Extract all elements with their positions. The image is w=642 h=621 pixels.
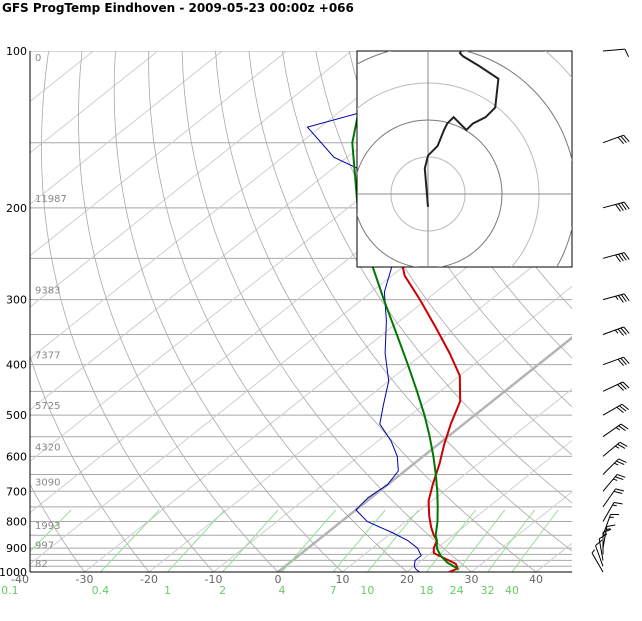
mixing-ratio-label: 0.1: [1, 584, 19, 597]
height-label: 4320: [35, 442, 60, 453]
dry-adiabat: [30, 354, 150, 572]
wind-barb: [602, 134, 630, 145]
wind-barb: [602, 441, 628, 457]
temperature-tick-label: -30: [76, 573, 94, 586]
pressure-tick-label: 700: [6, 485, 27, 498]
pressure-tick-label: 400: [6, 359, 27, 372]
wind-barb: [602, 524, 616, 549]
mixing-ratio-line: [100, 509, 160, 572]
pressure-tick-label: 800: [6, 516, 27, 529]
temperature-tick-label: 0: [275, 573, 282, 586]
mixing-ratio-label: 0.4: [92, 584, 110, 597]
dry-adiabat: [41, 51, 214, 572]
temperature-tick-label: 30: [465, 573, 479, 586]
chart-labels: 1002003004005006007008009001000829971993…: [0, 45, 543, 597]
temperature-tick-label: 40: [529, 573, 543, 586]
mixing-ratio-label: 4: [278, 584, 285, 597]
wind-barb: [602, 201, 630, 212]
height-label: 82: [35, 559, 48, 570]
temperature-tick-label: 20: [400, 573, 414, 586]
height-label: 3090: [35, 477, 60, 488]
height-label: 0: [35, 53, 41, 64]
temperature-tick-label: -10: [205, 573, 223, 586]
mixing-ratio-line: [487, 509, 536, 572]
height-label: 997: [35, 540, 54, 551]
mixing-ratio-label: 40: [505, 584, 519, 597]
mixing-ratio-label: 32: [481, 584, 495, 597]
height-label: 7377: [35, 351, 60, 362]
mixing-ratio-line: [167, 509, 226, 572]
dry-adiabat: [30, 483, 85, 572]
mixing-ratio-label: 2: [219, 584, 226, 597]
mixing-ratio-line: [456, 509, 506, 572]
mixing-ratio-line: [367, 509, 419, 572]
parcel-line: [351, 51, 459, 570]
wind-barb: [595, 539, 604, 567]
wind-barb: [602, 458, 627, 475]
height-label: 5725: [35, 401, 60, 412]
isotherm-line: [30, 51, 417, 360]
isotherm-line: [601, 51, 642, 572]
pressure-tick-label: 100: [6, 45, 27, 58]
isotherm-line: [84, 182, 572, 572]
isotherm-line: [148, 234, 572, 572]
isotherm-line: [406, 439, 572, 572]
mixing-ratio-label: 1: [164, 584, 171, 597]
height-label: 1993: [35, 521, 60, 532]
pressure-tick-label: 900: [6, 542, 27, 555]
wind-barb: [602, 473, 626, 492]
wind-barb: [602, 488, 625, 508]
height-label: 9383: [35, 286, 60, 297]
wind-barb: [602, 48, 630, 58]
wind-barb: [602, 356, 630, 367]
wind-barb: [602, 326, 630, 336]
pressure-tick-label: 1000: [0, 566, 27, 579]
isotherm-line: [30, 51, 159, 154]
mixing-ratio-line: [222, 509, 279, 572]
dry-adiabat: [281, 51, 572, 504]
pressure-tick-label: 600: [6, 450, 27, 463]
hodograph-frame: [356, 50, 573, 268]
mixing-ratio-label: 7: [330, 584, 337, 597]
wind-barb: [602, 381, 630, 392]
mixing-ratio-label: 24: [450, 584, 464, 597]
pressure-tick-label: 200: [6, 202, 27, 215]
mixing-ratio-line: [426, 509, 477, 572]
isotherm-line: [213, 285, 572, 572]
dry-adiabat: [181, 51, 472, 572]
wind-barb: [602, 293, 630, 303]
temperature-tick-label: -40: [11, 573, 29, 586]
dry-adiabat: [616, 51, 642, 572]
isotherm-line: [342, 388, 572, 572]
height-label: 11987: [35, 194, 67, 205]
isotherm-line: [30, 51, 288, 257]
pressure-tick-label: 300: [6, 294, 27, 307]
wind-barbs: [591, 48, 630, 573]
hodograph: [356, 50, 573, 268]
dry-adiabat: [248, 51, 572, 552]
mixing-ratio-line: [332, 509, 386, 572]
hodograph-trace: [423, 51, 500, 207]
dry-adiabat: [148, 51, 408, 572]
wind-barb: [602, 403, 629, 416]
mixing-ratio-line: [281, 509, 337, 572]
temperature-tick-label: -20: [140, 573, 158, 586]
isotherm-line: [30, 51, 352, 308]
pressure-tick-label: 500: [6, 409, 27, 422]
mixing-ratio-label: 18: [420, 584, 434, 597]
mixing-ratio-line: [511, 509, 559, 572]
dry-adiabat: [78, 51, 279, 572]
wind-barb: [602, 501, 623, 522]
wind-barb: [591, 549, 604, 573]
wind-barb: [602, 252, 630, 263]
mixing-ratio-label: 10: [360, 584, 374, 597]
chart-title: GFS ProgTemp Eindhoven - 2009-05-23 00:0…: [2, 1, 354, 15]
wind-barb: [602, 423, 629, 438]
temperature-tick-label: 10: [336, 573, 350, 586]
isotherm-line: [30, 51, 223, 205]
dry-adiabat: [113, 51, 343, 572]
mixing-ratio-line: [30, 509, 72, 553]
